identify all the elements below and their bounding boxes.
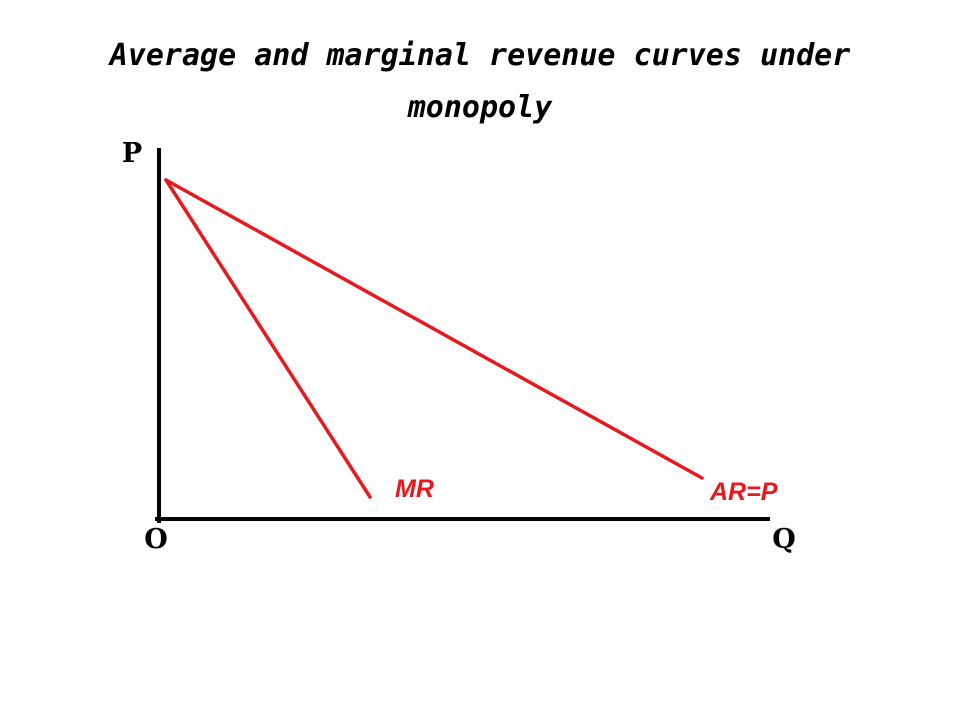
mr-label: MR bbox=[395, 475, 434, 503]
x-axis-label: Q bbox=[772, 524, 796, 555]
mr-curve bbox=[164, 178, 372, 499]
ar-curve bbox=[164, 178, 704, 480]
y-axis-label: P bbox=[122, 138, 142, 169]
ar-label: AR=P bbox=[709, 478, 778, 506]
diagram-title: Average and marginal revenue curves unde… bbox=[109, 38, 851, 125]
origin-label: O bbox=[144, 524, 168, 555]
